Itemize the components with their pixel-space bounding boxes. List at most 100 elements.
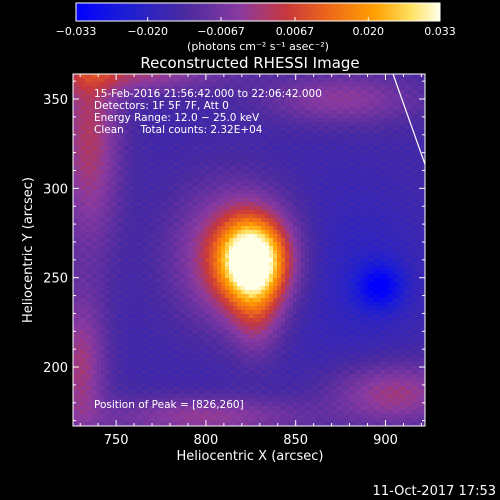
heatmap-cell	[113, 286, 118, 291]
heatmap-cell	[165, 138, 170, 143]
heatmap-cell	[325, 122, 330, 127]
heatmap-cell	[333, 90, 338, 95]
heatmap-cell	[405, 162, 410, 167]
heatmap-cell	[109, 274, 114, 279]
heatmap-cell	[85, 266, 90, 271]
heatmap-cell	[93, 178, 98, 183]
heatmap-cell	[301, 246, 306, 251]
heatmap-cell	[397, 170, 402, 175]
heatmap-cell	[225, 278, 230, 283]
heatmap-cell	[229, 278, 234, 283]
heatmap-cell	[421, 170, 425, 175]
heatmap-cell	[333, 138, 338, 143]
heatmap-cell	[337, 186, 342, 191]
heatmap-cell	[205, 230, 210, 235]
heatmap-cell	[73, 214, 78, 219]
heatmap-cell	[229, 206, 234, 211]
heatmap-cell	[173, 286, 178, 291]
heatmap-cell	[293, 154, 298, 159]
heatmap-cell	[337, 226, 342, 231]
heatmap-cell	[289, 102, 294, 107]
heatmap-cell	[213, 126, 218, 131]
heatmap-cell	[421, 210, 425, 215]
heatmap-cell	[125, 198, 130, 203]
heatmap-cell	[169, 126, 174, 131]
heatmap-cell	[393, 98, 398, 103]
heatmap-cell	[109, 166, 114, 171]
heatmap-cell	[301, 274, 306, 279]
heatmap-cell	[337, 194, 342, 199]
heatmap-cell	[349, 110, 354, 115]
heatmap-cell	[181, 190, 186, 195]
heatmap-cell	[181, 202, 186, 207]
heatmap-cell	[325, 242, 330, 247]
heatmap-cell	[229, 294, 234, 299]
heatmap-cell	[393, 218, 398, 223]
heatmap-cell	[249, 166, 254, 171]
heatmap-cell	[129, 262, 134, 267]
heatmap-cell	[345, 294, 350, 299]
heatmap-cell	[173, 146, 178, 151]
heatmap-cell	[321, 202, 326, 207]
heatmap-cell	[73, 94, 78, 99]
heatmap-cell	[285, 218, 290, 223]
heatmap-cell	[353, 290, 358, 295]
heatmap-cell	[257, 142, 262, 147]
heatmap-cell	[245, 278, 250, 283]
heatmap-cell	[101, 126, 106, 131]
heatmap-cell	[165, 166, 170, 171]
heatmap-cell	[349, 286, 354, 291]
heatmap-cell	[277, 74, 282, 79]
heatmap-cell	[385, 258, 390, 263]
heatmap-cell	[417, 270, 422, 275]
heatmap-cell	[309, 282, 314, 287]
heatmap-cell	[349, 126, 354, 131]
heatmap-cell	[125, 286, 130, 291]
heatmap-cell	[121, 242, 126, 247]
heatmap-cell	[149, 274, 154, 279]
heatmap-cell	[309, 198, 314, 203]
heatmap-cell	[269, 278, 274, 283]
heatmap-cell	[165, 150, 170, 155]
heatmap-cell	[261, 150, 266, 155]
heatmap-cell	[201, 258, 206, 263]
heatmap-cell	[289, 178, 294, 183]
heatmap-cell	[217, 154, 222, 159]
heatmap-cell	[153, 242, 158, 247]
heatmap-cell	[121, 154, 126, 159]
heatmap-cell	[221, 114, 226, 119]
heatmap-cell	[129, 202, 134, 207]
heatmap-cell	[73, 298, 78, 303]
heatmap-cell	[285, 122, 290, 127]
heatmap-cell	[85, 106, 90, 111]
heatmap-cell	[353, 118, 358, 123]
heatmap-cell	[137, 250, 142, 255]
heatmap-cell	[73, 182, 78, 187]
heatmap-cell	[349, 134, 354, 139]
heatmap-cell	[353, 150, 358, 155]
heatmap-cell	[413, 90, 418, 95]
heatmap-cell	[313, 218, 318, 223]
heatmap-cell	[337, 94, 342, 99]
heatmap-cell	[325, 146, 330, 151]
heatmap-cell	[185, 254, 190, 259]
heatmap-cell	[413, 286, 418, 291]
heatmap-cell	[301, 294, 306, 299]
heatmap-cell	[85, 166, 90, 171]
heatmap-cell	[213, 114, 218, 119]
heatmap-cell	[189, 90, 194, 95]
heatmap-cell	[405, 182, 410, 187]
heatmap-cell	[149, 262, 154, 267]
heatmap-cell	[401, 206, 406, 211]
heatmap-cell	[121, 250, 126, 255]
heatmap-cell	[293, 262, 298, 267]
heatmap-cell	[177, 102, 182, 107]
heatmap-cell	[269, 294, 274, 299]
heatmap-cell	[105, 266, 110, 271]
heatmap-cell	[157, 78, 162, 83]
heatmap-cell	[245, 286, 250, 291]
heatmap-cell	[157, 270, 162, 275]
heatmap-cell	[133, 266, 138, 271]
heatmap-cell	[225, 290, 230, 295]
heatmap-cell	[225, 210, 230, 215]
